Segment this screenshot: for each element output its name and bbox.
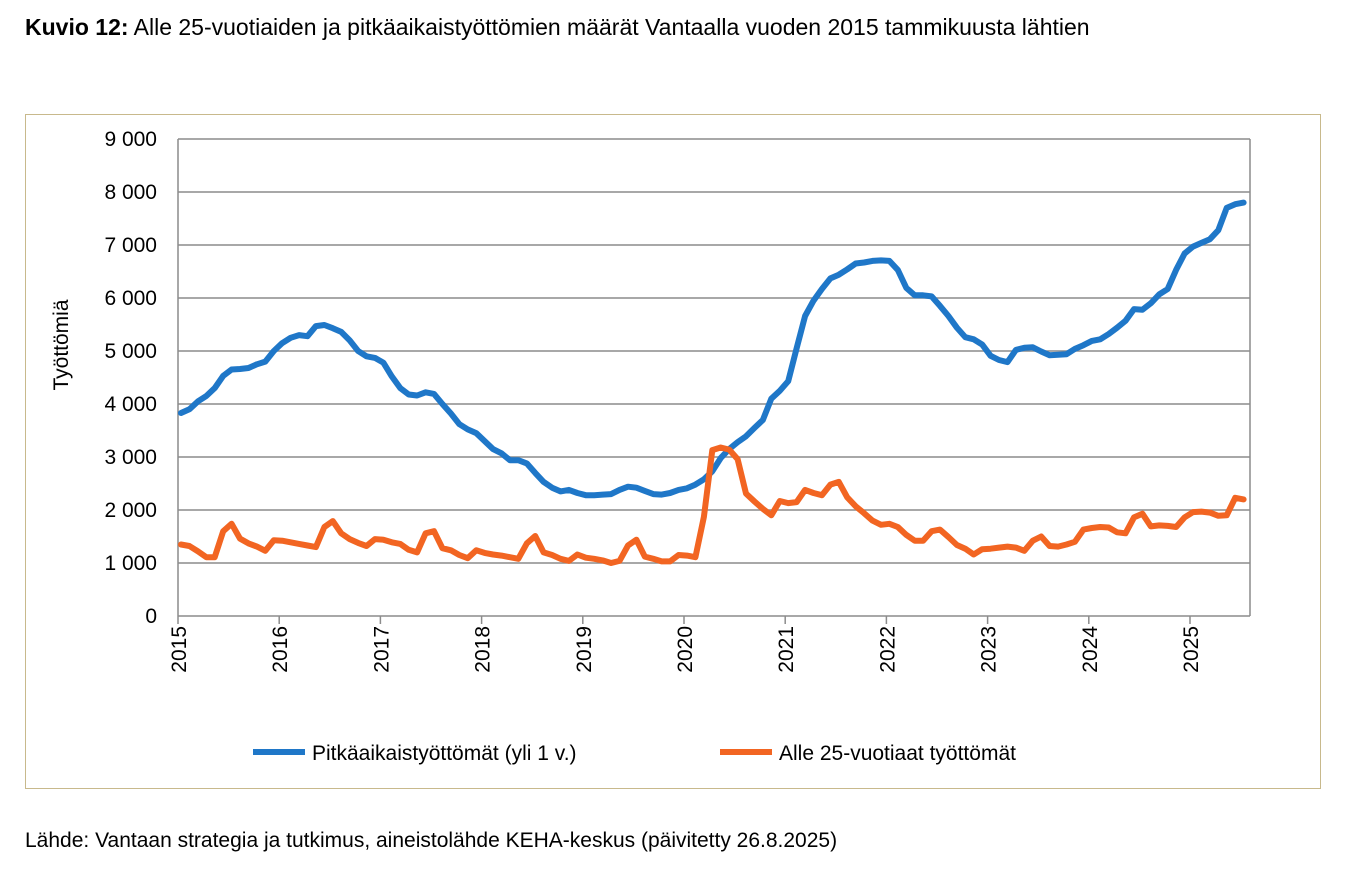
y-tick-label: 4 000 xyxy=(104,393,157,416)
y-tick-label: 5 000 xyxy=(104,340,157,363)
title-text: Alle 25-vuotiaiden ja pitkäaikaistyöttöm… xyxy=(128,14,1090,40)
x-tick-label: 2023 xyxy=(978,626,1001,673)
y-tick-label: 3 000 xyxy=(104,446,157,469)
x-tick-label: 2016 xyxy=(269,626,292,673)
y-tick-label: 2 000 xyxy=(104,499,157,522)
y-axis-label: Työttömiä xyxy=(50,299,73,390)
legend: Pitkäaikaistyöttömät (yli 1 v.) Alle 25-… xyxy=(253,742,1016,765)
figure-number: Kuvio 12: xyxy=(25,14,129,40)
x-tick-label: 2022 xyxy=(876,626,899,673)
x-tick-label: 2018 xyxy=(472,626,495,673)
x-tick-label: 2019 xyxy=(573,626,596,673)
x-tick-label: 2020 xyxy=(674,626,697,673)
y-tick-label: 7 000 xyxy=(104,234,157,257)
x-tick-label: 2017 xyxy=(370,626,393,673)
legend-label-under-25: Alle 25-vuotiaat työttömät xyxy=(779,742,1016,765)
y-tick-label: 9 000 xyxy=(104,128,157,151)
y-tick-label: 6 000 xyxy=(104,287,157,310)
x-tick-label: 2025 xyxy=(1180,626,1203,673)
x-tick-labels: 2015 2016 2017 2018 2019 2020 2021 2022 2023 2024… xyxy=(168,626,1203,673)
y-tick-label: 8 000 xyxy=(104,181,157,204)
gridlines xyxy=(177,138,1251,624)
series-line-1 xyxy=(178,444,1247,566)
chart-title: Kuvio 12: Alle 25-vuotiaiden ja pitkäaik… xyxy=(25,12,1323,43)
y-tick-label: 1 000 xyxy=(104,552,157,575)
y-tick-label: 0 xyxy=(145,605,157,628)
source-note: Lähde: Vantaan strategia ja tutkimus, ai… xyxy=(25,829,838,852)
x-tick-label: 2021 xyxy=(775,626,798,673)
chart-frame xyxy=(25,114,1321,789)
series-lines xyxy=(178,199,1247,566)
legend-label-long-term: Pitkäaikaistyöttömät (yli 1 v.) xyxy=(312,742,577,765)
x-tick-label: 2024 xyxy=(1079,626,1102,673)
y-tick-labels: 0 1 000 2 000 3 000 4 000 5 000 6 000 7 000 8 00… xyxy=(104,128,157,628)
x-tick-label: 2015 xyxy=(168,626,191,673)
